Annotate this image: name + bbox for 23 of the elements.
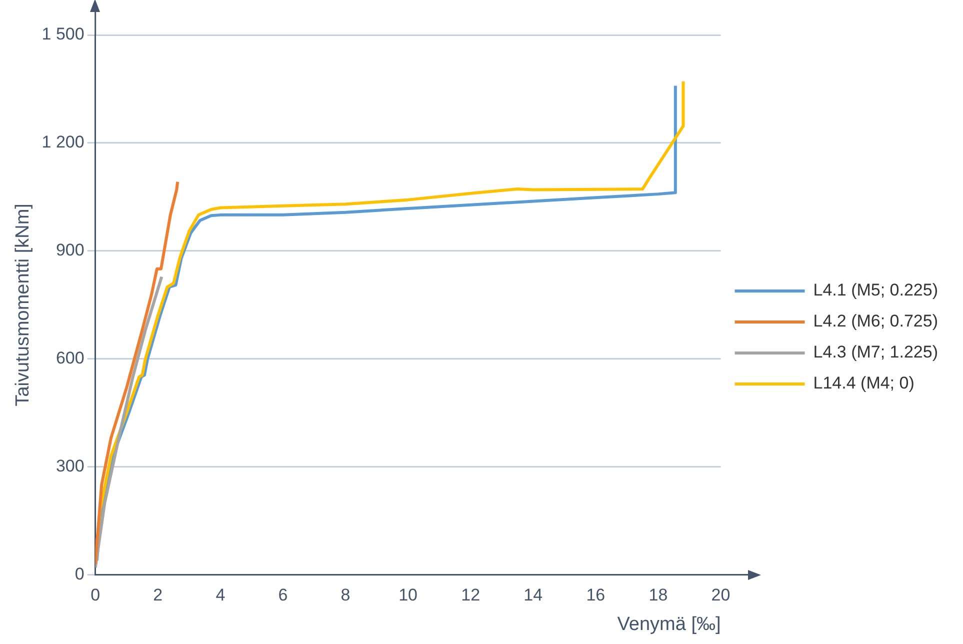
y-axis-title: Taivutusmomentti [kNm] [12,204,34,406]
y-tick-label: 1 500 [42,24,84,44]
y-tick-label: 0 [74,564,84,584]
legend-label: L4.2 (M6; 0.725) [813,312,938,331]
y-tick-label: 300 [56,456,84,476]
y-tick-label: 600 [56,348,84,368]
y-tick-label: 900 [56,240,84,260]
x-tick-label: 10 [398,586,418,605]
legend-label: L14.4 (M4; 0) [813,374,914,393]
x-tick-label: 16 [586,586,606,605]
x-tick-label: 14 [524,586,543,605]
x-tick-label: 18 [648,586,668,605]
y-tick-label: 1 200 [42,132,84,152]
x-tick-label: 0 [90,586,100,605]
x-tick-label: 2 [153,586,163,605]
legend-label: L4.1 (M5; 0.225) [813,280,938,300]
x-tick-label: 12 [461,586,480,605]
x-tick-label: 4 [216,586,226,605]
x-tick-label: 6 [278,586,288,605]
x-tick-label: 8 [340,586,350,605]
x-tick-label: 20 [711,586,730,605]
legend-label: L4.3 (M7; 1.225) [813,342,938,362]
x-axis-title: Venymä [‰] [617,614,721,635]
